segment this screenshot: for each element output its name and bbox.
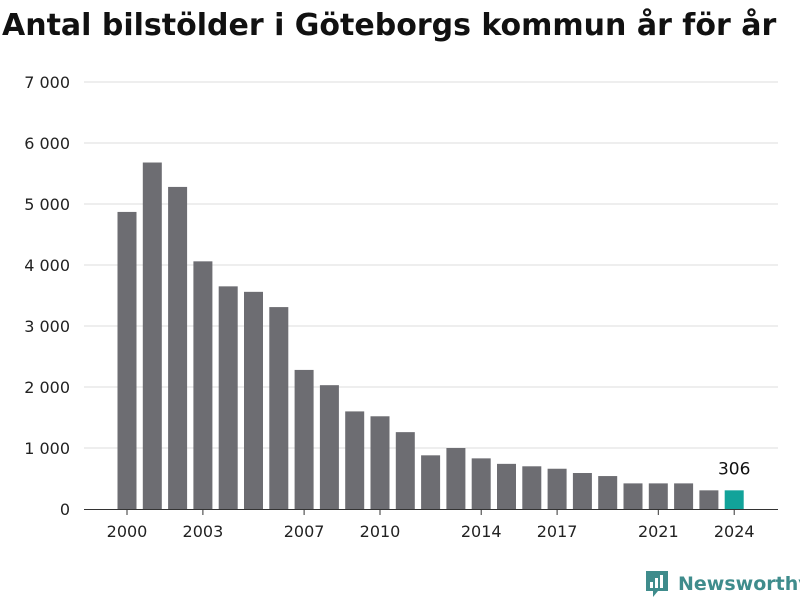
bar-2003 (193, 261, 213, 509)
bar-2020 (623, 483, 643, 509)
bar-2006 (269, 307, 289, 509)
data-labels: 306 (718, 459, 750, 479)
brand-logo: Newsworthy (644, 568, 800, 600)
bar-2010 (370, 416, 390, 509)
bar-2009 (345, 411, 365, 509)
gridlines (84, 81, 778, 449)
bar-2012 (421, 455, 441, 509)
bar-2016 (522, 466, 542, 509)
bar-2015 (497, 463, 516, 509)
bar-2021 (648, 483, 668, 509)
y-tick-label: 3 000 (24, 317, 70, 336)
brand-name: Newsworthy (678, 573, 800, 595)
y-tick-label: 0 (60, 500, 70, 519)
bar-2011 (395, 432, 415, 509)
y-tick-label: 6 000 (24, 134, 70, 153)
data-label-2024: 306 (718, 459, 750, 479)
y-tick-label: 7 000 (24, 73, 70, 92)
bar-2008 (319, 385, 339, 509)
bars (117, 162, 744, 510)
bar-2002 (168, 186, 188, 510)
y-tick-label: 4 000 (24, 256, 70, 275)
bar-2017 (547, 468, 567, 509)
y-tick-label: 2 000 (24, 378, 70, 397)
bar-2007 (294, 369, 314, 509)
y-axis-ticks: 0 1 000 2 000 3 000 4 000 5 000 6 000 7 000 (24, 73, 70, 519)
x-axis: 2000 2003 2007 2010 2014 2017 2021 2024 (84, 509, 778, 541)
x-tick-label: 2024 (714, 522, 755, 541)
x-tick-label: 2007 (284, 522, 325, 541)
bar-2018 (572, 473, 592, 509)
y-tick-label: 5 000 (24, 195, 70, 214)
x-tick-label: 2010 (360, 522, 401, 541)
x-tick-label: 2021 (638, 522, 679, 541)
bar-2000 (117, 211, 137, 509)
x-tick-label: 2000 (107, 522, 148, 541)
chart-title: Antal bilstölder i Göteborgs kommun år f… (2, 8, 777, 43)
y-tick-label: 1 000 (24, 439, 70, 458)
bar-2013 (446, 448, 466, 509)
x-tick-label: 2003 (183, 522, 224, 541)
bar-2023 (699, 490, 719, 509)
bar-2014 (471, 458, 491, 509)
bar-2004 (218, 286, 238, 509)
bar-2005 (244, 291, 263, 509)
bar-2022 (674, 483, 694, 509)
bar-2024 (724, 490, 744, 509)
x-tick-label: 2014 (461, 522, 502, 541)
bar-2001 (142, 162, 162, 509)
x-tick-label: 2017 (537, 522, 578, 541)
newsworthy-logo-icon (646, 571, 668, 597)
bar-2019 (598, 476, 618, 509)
